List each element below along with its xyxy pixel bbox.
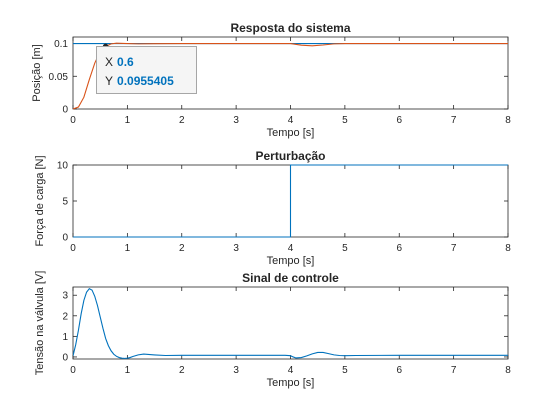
plot-1-xtick-label-6: 6 [396,115,402,126]
plot-3-title: Sinal de controle [242,271,339,285]
plot-2-xtick-label-4: 4 [288,243,294,254]
plot-3-xtick-label-3: 3 [233,365,239,376]
plot-3-series-1 [73,287,508,359]
plot-2-xtick-label-7: 7 [451,243,457,254]
plot-2-xtick-label-6: 6 [396,243,402,254]
plot-3-ytick-label-2: 2 [62,311,68,322]
plot-2-xlabel: Tempo [s] [267,255,315,267]
plot-3-xtick-label-6: 6 [396,365,402,376]
plot-3-frame [72,286,509,360]
plot-3-xtick-label-1: 1 [125,365,131,376]
datatip-y-value: 0.0955405 [117,74,174,88]
plot-2-xtick-label-8: 8 [505,243,511,254]
plot-2-ytick-label-1: 5 [62,197,68,208]
plot-2-ylabel: Força de carga [N] [34,155,46,246]
plot-3-ylabel: Tensão na válvula [V] [34,271,46,376]
plot-1-xtick-label-4: 4 [288,115,294,126]
plot-3-xtick-label-7: 7 [451,365,457,376]
datatip-y-label: Y [105,74,114,88]
plot-3-xlabel: Tempo [s] [267,377,315,389]
plot-2-xtick-label-1: 1 [125,243,131,254]
plot-2-series-1 [73,164,508,238]
plot-3-xtick-label-8: 8 [505,365,511,376]
data-tip[interactable]: X 0.6 Y 0.0955405 [96,46,197,94]
plot-3-ytick-label-1: 1 [62,332,68,343]
plot-1-xtick-label-5: 5 [342,115,348,126]
datatip-x-value: 0.6 [117,55,134,69]
plot-1-xlabel: Tempo [s] [267,127,315,139]
plot-2-xtick-label-5: 5 [342,243,348,254]
plot-2-xtick-label-0: 0 [70,243,76,254]
plot-1-xtick-label-2: 2 [179,115,185,126]
plot-2-title: Perturbação [255,149,325,163]
plot-3-xtick-label-2: 2 [179,365,185,376]
plot-3-xtick-label-4: 4 [288,365,294,376]
plot-2-xtick-label-2: 2 [179,243,185,254]
datatip-x-label: X [105,55,114,69]
plot-1-xtick-label-8: 8 [505,115,511,126]
plot-1-ylabel: Posição [m] [31,44,43,101]
plot-1-xtick-label-0: 0 [70,115,76,126]
plot-3-ytick-label-0: 0 [62,352,68,363]
plot-2-ytick-label-2: 10 [57,161,69,172]
plot-1-title: Resposta do sistema [230,21,350,35]
plot-3-xtick-label-0: 0 [70,365,76,376]
plot-2-xtick-label-3: 3 [233,243,239,254]
plot-1-xtick-label-7: 7 [451,115,457,126]
plot-1-ytick-label-1: 0.05 [49,72,69,83]
plot-1-xtick-label-1: 1 [125,115,131,126]
plot-1-series-2 [73,42,508,110]
plot-3-ytick-label-3: 3 [62,291,68,302]
plot-3-xtick-label-5: 5 [342,365,348,376]
plot-1-xtick-label-3: 3 [233,115,239,126]
plot-1-ytick-label-2: 0.1 [54,39,68,50]
plot-1-ytick-label-0: 0 [62,105,68,116]
plot-2-ytick-label-0: 0 [62,233,68,244]
